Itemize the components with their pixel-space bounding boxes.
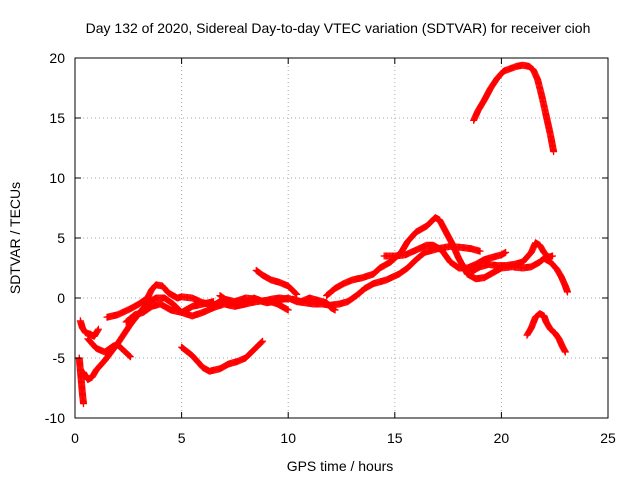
series-arc-13 (468, 239, 557, 276)
data-point (291, 289, 299, 297)
y-tick-label: 5 (57, 230, 65, 246)
data-point (94, 325, 102, 333)
series-arc-7 (178, 337, 267, 375)
data-point (563, 288, 571, 296)
y-axis-label: SDTVAR / TECUs (7, 182, 23, 294)
series-arc-12 (380, 241, 510, 272)
data-point (550, 148, 558, 156)
y-tick-label: 20 (49, 50, 65, 66)
x-tick-label: 5 (178, 430, 186, 446)
grid (75, 58, 608, 418)
data-point (292, 290, 300, 298)
data-point (293, 290, 301, 298)
data-point (502, 248, 510, 256)
data-point (94, 326, 102, 334)
data-point (549, 252, 557, 260)
x-tick-label: 20 (494, 430, 510, 446)
y-tick-label: -10 (45, 410, 65, 426)
series-arc-15 (523, 310, 569, 356)
data-point (210, 298, 218, 306)
data-marks (75, 61, 571, 408)
data-point (259, 337, 267, 345)
y-tick-label: 0 (57, 290, 65, 306)
series-arc-6 (122, 298, 218, 326)
data-point (561, 348, 569, 356)
data-point (126, 353, 134, 361)
data-point (80, 400, 88, 408)
series-arc-2 (75, 354, 88, 408)
y-tick-label: -5 (53, 350, 66, 366)
series-arc-1 (76, 317, 102, 340)
data-point (257, 339, 265, 347)
axis-ticks: 0 5 10 15 20 25 -10 -5 0 5 10 15 20 (45, 50, 616, 446)
x-tick-label: 0 (71, 430, 79, 446)
series-arc-8 (252, 266, 301, 298)
data-point (331, 306, 339, 314)
series-arc-4 (84, 335, 134, 361)
x-tick-label: 10 (280, 430, 296, 446)
data-point (258, 338, 266, 346)
series-arc-14 (470, 61, 558, 156)
series-arc-9 (216, 292, 292, 309)
data-point (476, 247, 484, 255)
x-tick-label: 25 (600, 430, 616, 446)
series-arc-10 (288, 294, 339, 314)
x-axis-label: GPS time / hours (287, 458, 394, 474)
data-point (284, 306, 292, 314)
chart-title: Day 132 of 2020, Sidereal Day-to-day VTE… (86, 20, 591, 36)
y-tick-label: 10 (49, 170, 65, 186)
data-point (125, 351, 133, 359)
data-point (126, 352, 134, 360)
y-tick-label: 15 (49, 110, 65, 126)
x-tick-label: 15 (387, 430, 403, 446)
